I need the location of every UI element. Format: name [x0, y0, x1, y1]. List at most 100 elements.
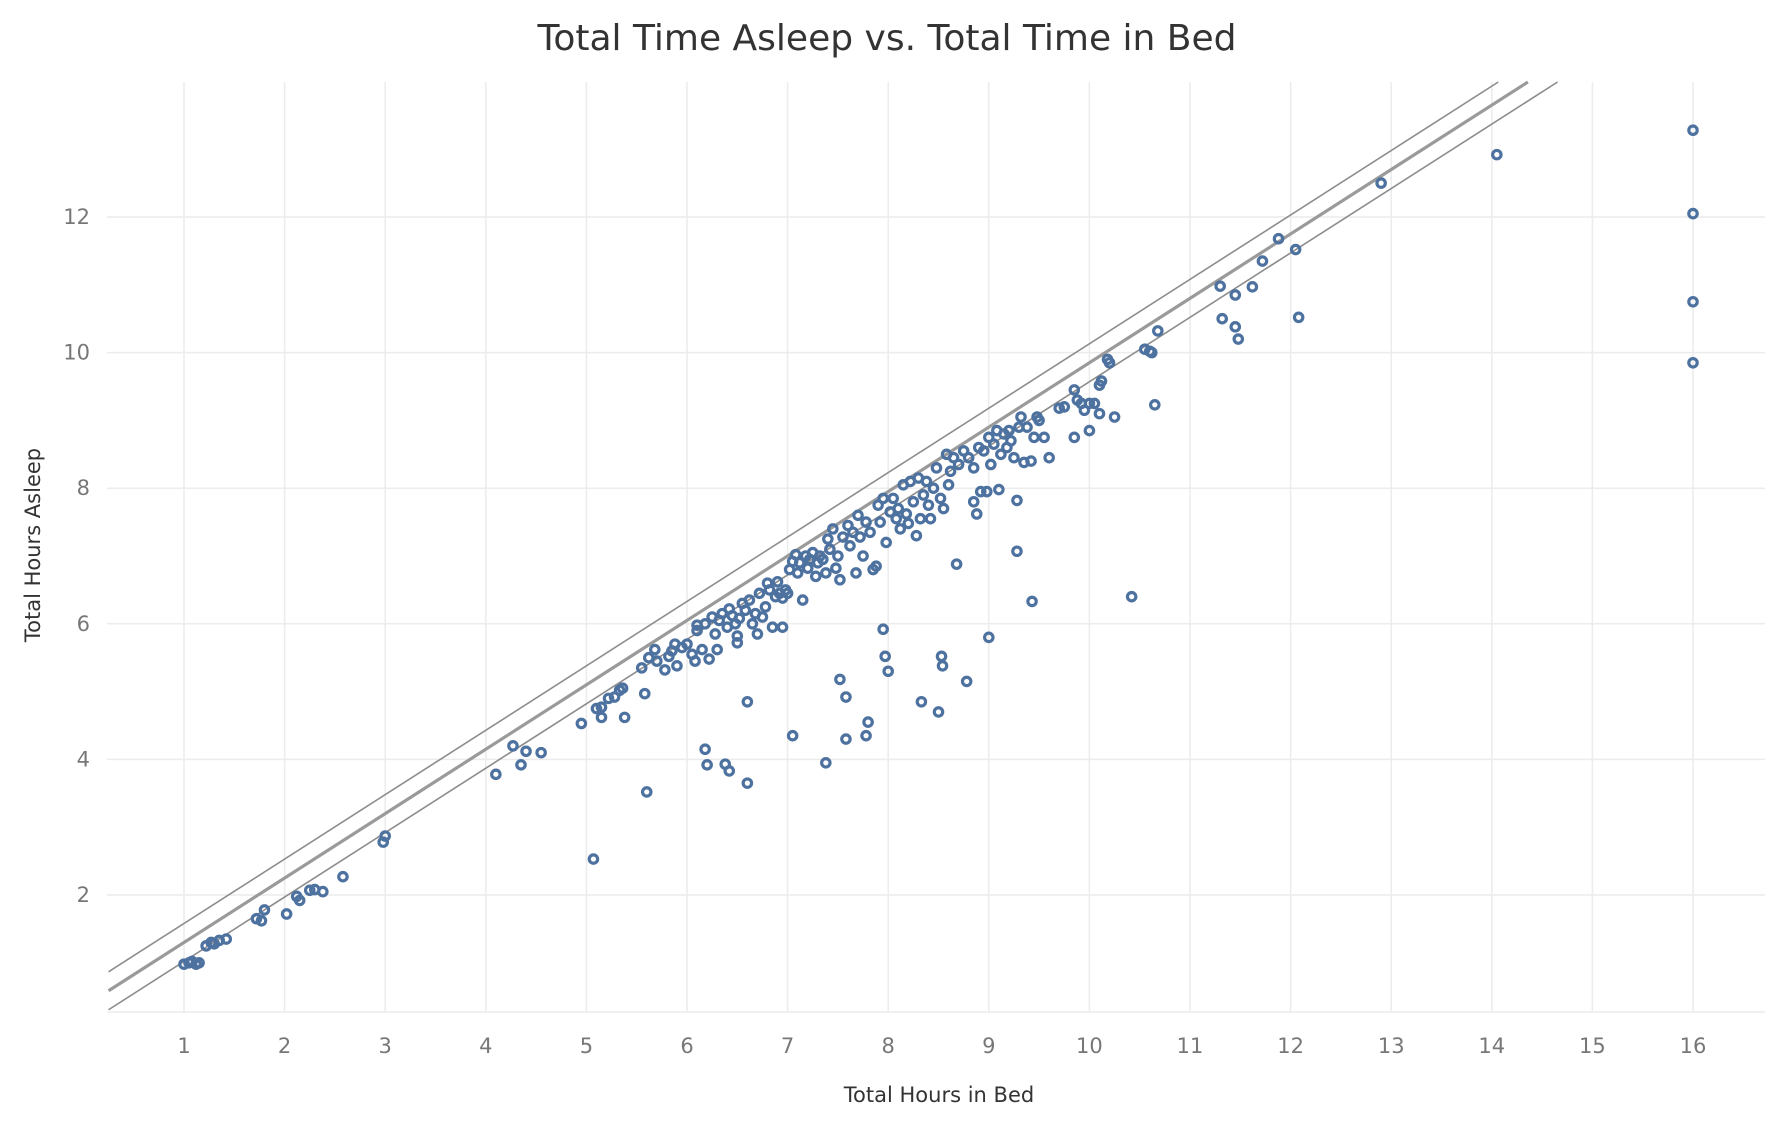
data-point — [651, 655, 663, 667]
data-point — [1083, 424, 1096, 437]
data-point — [507, 740, 519, 752]
data-point — [723, 765, 736, 777]
data-point — [880, 536, 892, 549]
y-gridlines — [107, 216, 1765, 896]
data-point — [515, 759, 527, 771]
data-point — [602, 692, 615, 705]
data-point — [575, 717, 588, 730]
data-point — [980, 485, 993, 498]
data-point — [193, 956, 205, 969]
data-point — [1095, 375, 1108, 387]
x-tick-label: 9 — [982, 1034, 995, 1058]
y-tick-label: 4 — [77, 747, 90, 771]
data-point — [914, 512, 927, 525]
data-point — [936, 660, 949, 672]
x-gridlines — [107, 82, 1765, 1013]
data-point — [915, 695, 928, 708]
data-point — [917, 489, 930, 501]
data-point — [741, 695, 754, 708]
data-point — [699, 617, 711, 630]
y-tick-label: 12 — [63, 205, 90, 229]
data-point — [924, 512, 937, 525]
data-point — [280, 908, 293, 920]
data-point — [900, 508, 913, 520]
data-point — [1058, 401, 1071, 413]
data-point — [877, 492, 889, 505]
x-tick-label: 2 — [278, 1034, 291, 1058]
data-point — [691, 624, 703, 637]
x-tick-label: 8 — [882, 1034, 895, 1058]
data-point — [1687, 207, 1699, 220]
data-point — [967, 495, 980, 508]
data-point — [786, 729, 799, 742]
data-point — [942, 479, 955, 491]
data-point — [1152, 325, 1164, 337]
data-point — [731, 630, 744, 642]
data-point — [1021, 421, 1033, 433]
data-point — [703, 653, 715, 665]
data-point — [255, 914, 268, 927]
data-point — [857, 550, 869, 562]
data-point — [317, 885, 329, 898]
data-point — [1011, 545, 1023, 558]
data-point — [746, 617, 759, 630]
data-point — [1011, 494, 1023, 507]
y-tick-label: 2 — [77, 883, 90, 907]
x-tick-label: 6 — [680, 1034, 693, 1058]
data-point — [699, 743, 711, 756]
data-point — [824, 543, 836, 556]
data-point — [950, 558, 963, 570]
data-point — [932, 706, 945, 718]
data-point — [766, 621, 779, 633]
data-point — [1093, 407, 1106, 420]
data-point — [952, 458, 965, 471]
data-point — [937, 502, 950, 515]
data-point — [1005, 434, 1017, 447]
data-point — [1491, 148, 1503, 161]
data-point — [731, 636, 744, 649]
data-point — [864, 526, 876, 539]
data-point — [1083, 397, 1096, 410]
x-tick-labels: 1 2 3 4 5 6 7 8 9 10 11 12 13 14 15 16 — [177, 1034, 1706, 1058]
data-point — [490, 768, 502, 781]
y-tick-label: 6 — [77, 612, 90, 636]
data-point — [877, 623, 889, 636]
data-point — [837, 531, 849, 543]
data-point — [854, 531, 866, 543]
data-point — [337, 870, 349, 883]
x-tick-label: 16 — [1680, 1034, 1707, 1058]
data-point — [1025, 455, 1037, 467]
data-point — [1246, 281, 1259, 293]
data-point — [671, 660, 683, 672]
data-point — [711, 643, 723, 656]
data-point — [771, 575, 784, 588]
data-point — [820, 567, 832, 579]
data-point — [1008, 451, 1020, 464]
data-points — [178, 124, 1699, 970]
data-point — [985, 458, 997, 471]
data-point — [587, 853, 600, 865]
data-point — [1068, 384, 1081, 396]
data-point — [922, 499, 935, 511]
data-point — [796, 594, 809, 606]
data-point — [791, 567, 804, 579]
data-point — [920, 475, 933, 488]
y-tick-label: 10 — [63, 341, 90, 365]
data-point — [743, 594, 756, 606]
x-tick-label: 5 — [580, 1034, 593, 1058]
x-tick-label: 1 — [177, 1034, 190, 1058]
data-point — [793, 556, 806, 569]
data-point — [862, 716, 874, 728]
x-tick-label: 4 — [479, 1034, 492, 1058]
data-point — [258, 904, 271, 916]
data-point — [879, 650, 891, 663]
data-point — [874, 516, 886, 528]
data-point — [850, 567, 862, 579]
data-point — [753, 587, 766, 600]
data-point — [820, 756, 832, 769]
y-tick-label: 8 — [77, 476, 90, 500]
data-point — [535, 746, 547, 759]
x-tick-label: 10 — [1076, 1034, 1103, 1058]
data-point — [960, 675, 973, 688]
data-point — [962, 451, 975, 464]
